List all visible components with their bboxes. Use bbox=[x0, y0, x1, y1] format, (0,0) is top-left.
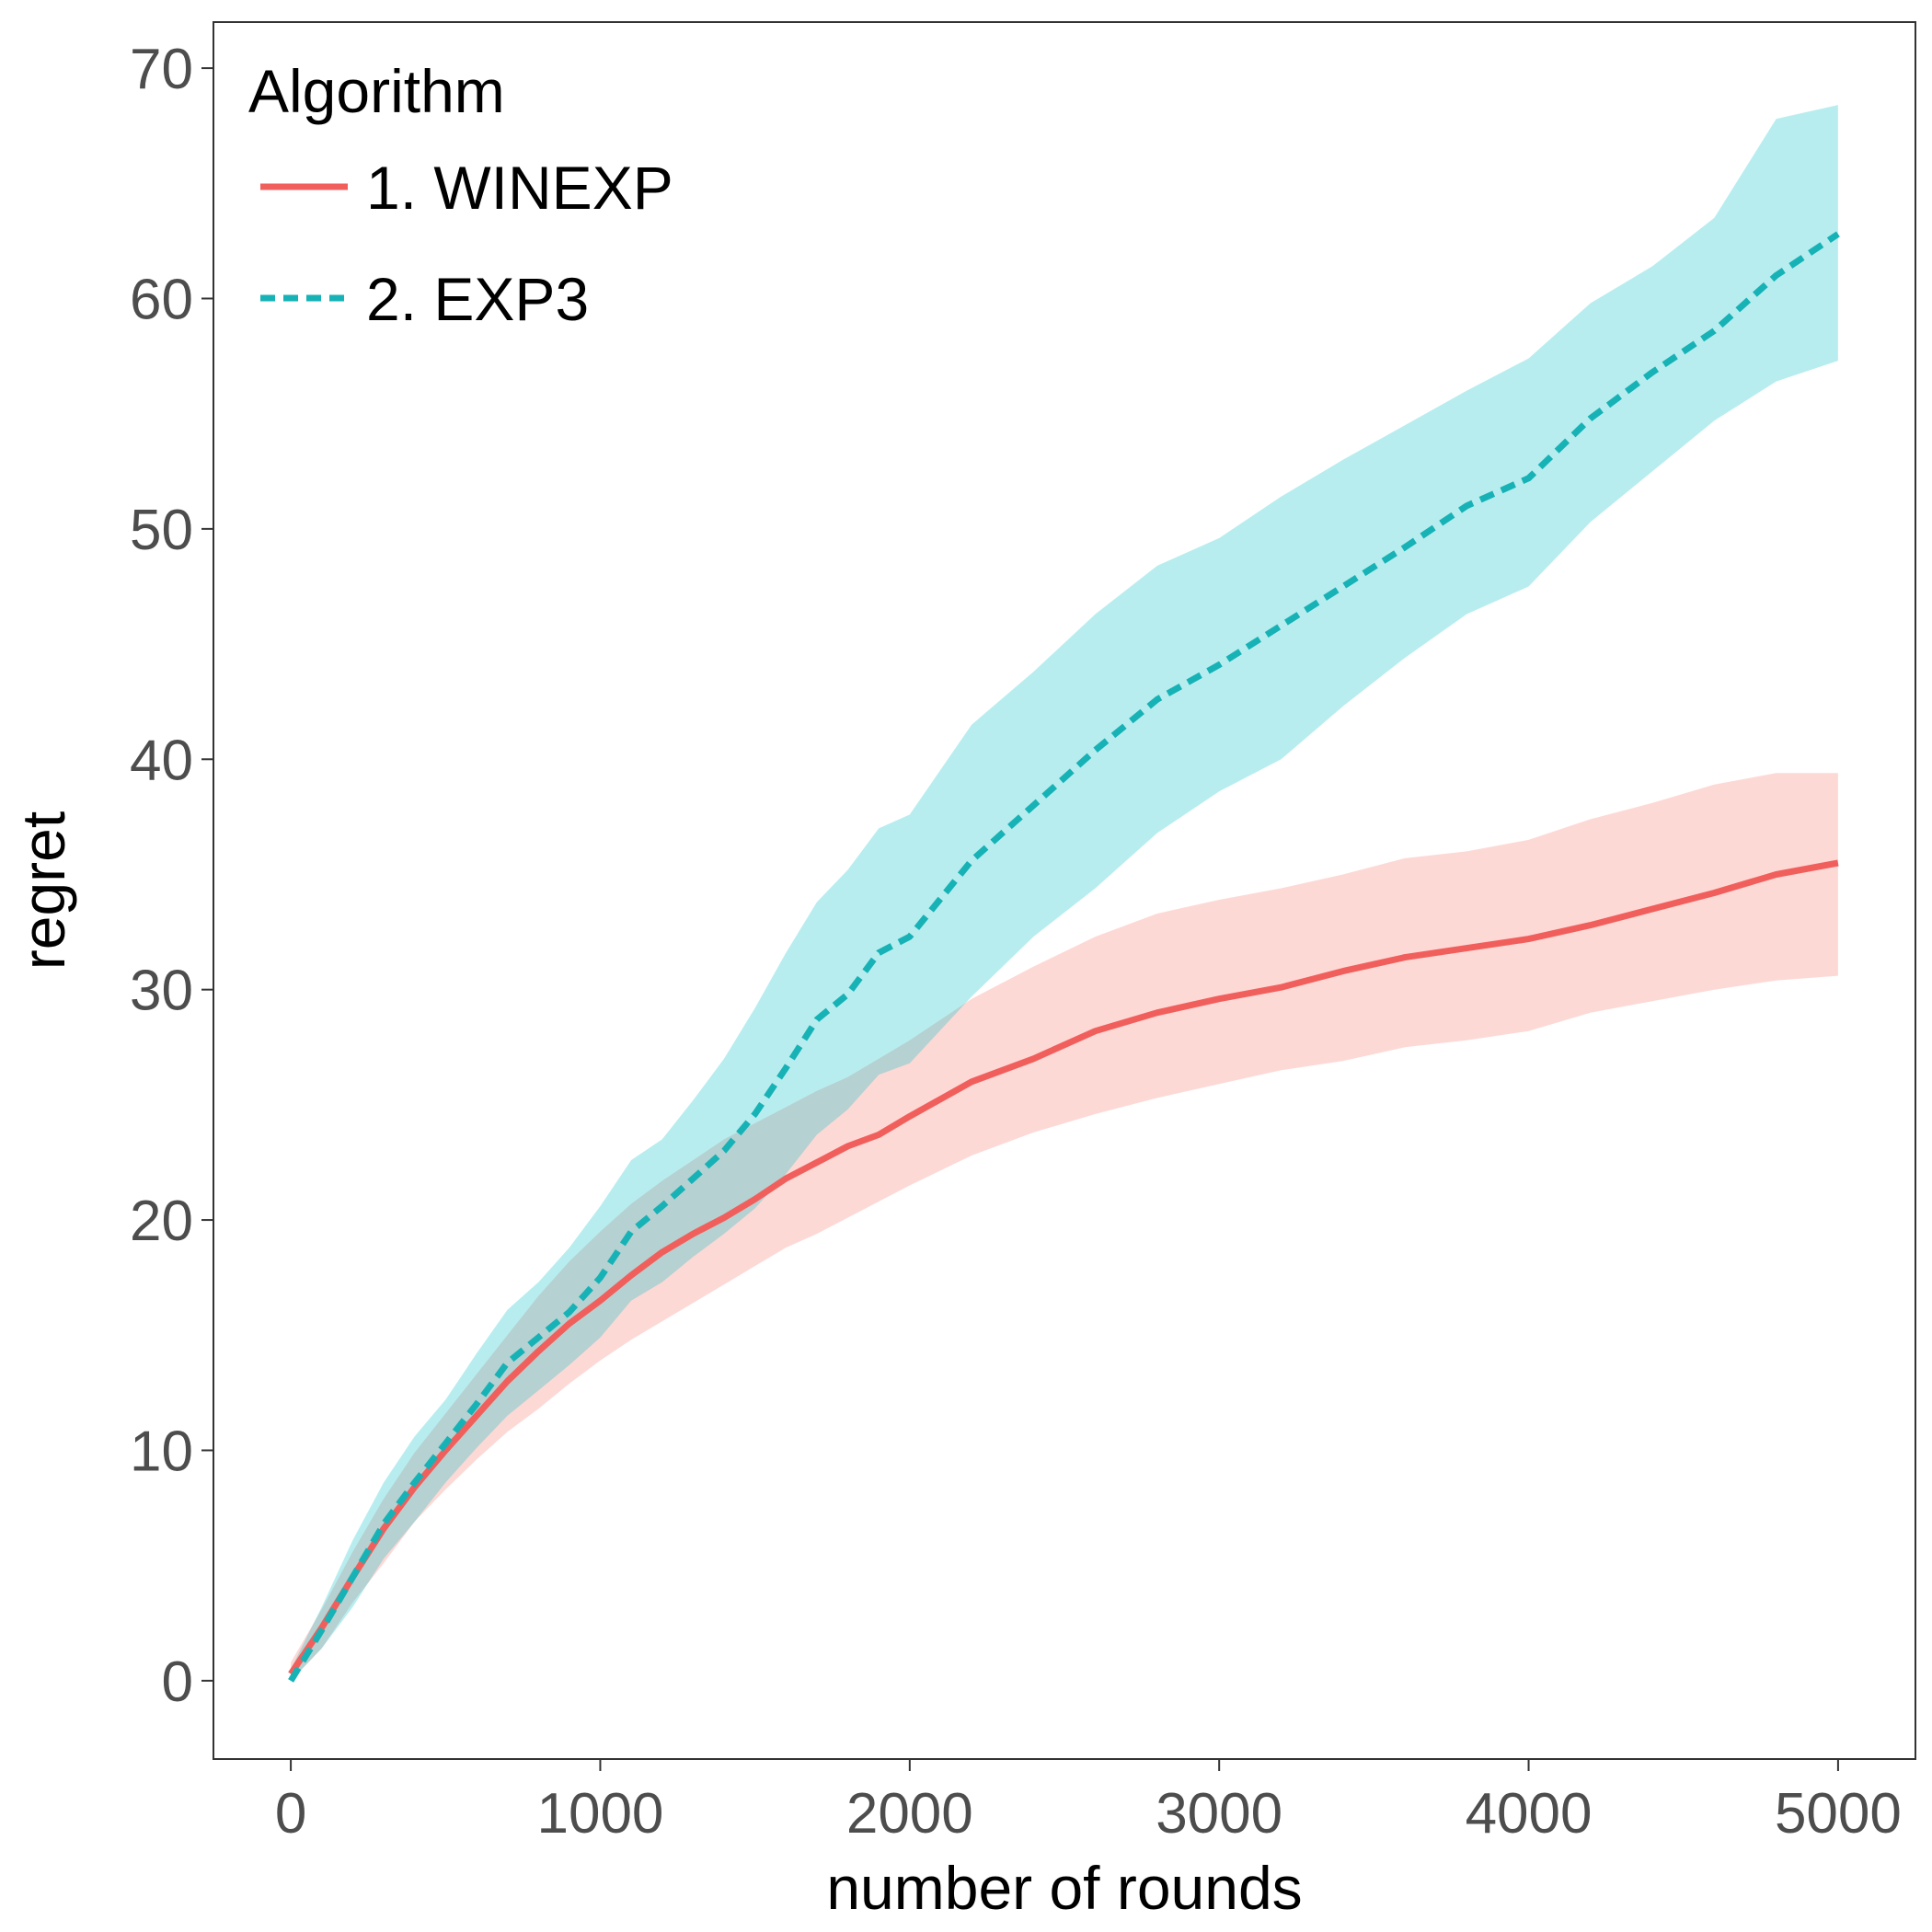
series-lines bbox=[288, 231, 1840, 1683]
y-tick-label: 70 bbox=[130, 38, 193, 101]
y-tick-label: 30 bbox=[130, 960, 193, 1023]
y-tick-label: 60 bbox=[130, 268, 193, 331]
series-1-band bbox=[291, 773, 1838, 1681]
x-tick-label: 1000 bbox=[536, 1782, 663, 1846]
x-tick-label: 4000 bbox=[1466, 1782, 1593, 1846]
x-axis: 0 1000 2000 3000 4000 5000 bbox=[275, 1759, 1902, 1846]
series-2-band bbox=[291, 105, 1838, 1681]
y-tick-label: 10 bbox=[130, 1420, 193, 1483]
y-tick-label: 0 bbox=[162, 1650, 193, 1714]
y-tick-label: 40 bbox=[130, 729, 193, 792]
plot-panel-border bbox=[213, 21, 1916, 1760]
x-axis-title: number of rounds bbox=[826, 1854, 1302, 1922]
confidence-bands bbox=[291, 105, 1838, 1681]
y-tick-label: 20 bbox=[130, 1190, 193, 1253]
x-tick-label: 0 bbox=[275, 1782, 306, 1846]
y-axis: 0 10 20 30 40 50 60 70 bbox=[130, 38, 213, 1714]
x-tick-label: 2000 bbox=[846, 1782, 973, 1846]
legend-title: Algorithm bbox=[248, 57, 505, 125]
legend: Algorithm 1. WINEXP 2. EXP3 bbox=[248, 57, 673, 333]
series-1-line bbox=[288, 859, 1839, 1676]
y-axis-title: regret bbox=[9, 811, 77, 970]
y-tick-label: 50 bbox=[130, 499, 193, 562]
x-tick-label: 5000 bbox=[1775, 1782, 1902, 1846]
legend-label-series-1: 1. WINEXP bbox=[366, 154, 673, 222]
x-tick-label: 3000 bbox=[1156, 1782, 1282, 1846]
legend-label-series-2: 2. EXP3 bbox=[366, 265, 589, 333]
series-2-line bbox=[288, 231, 1840, 1683]
